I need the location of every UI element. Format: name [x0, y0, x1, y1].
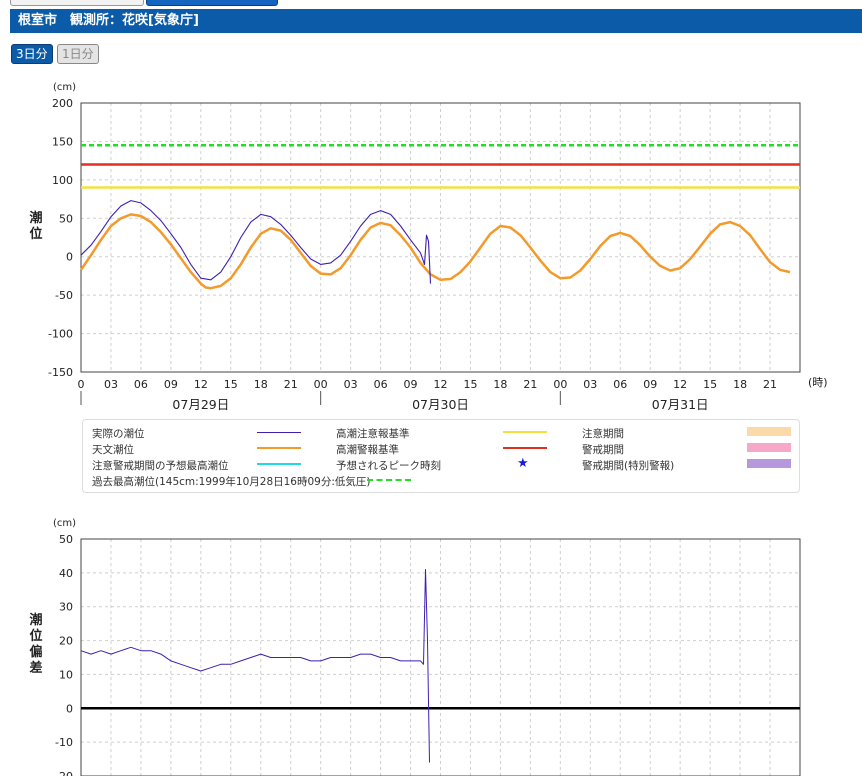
legend-astronomical-swatch [257, 447, 301, 449]
y-axis-label: 偏 [29, 644, 42, 660]
x-tick-label: 15 [224, 378, 238, 391]
y-axis-label: 位 [29, 628, 42, 644]
x-tick-label: 09 [643, 378, 657, 391]
x-tick-label: 03 [104, 378, 118, 391]
station-title-bar: 根室市 観測所：花咲[気象庁] [10, 9, 862, 33]
chart-legend: 実際の潮位 高潮注意報基準 注意期間 天文潮位 高潮警報基準 警戒期間 注意警戒… [82, 419, 800, 493]
legend-special-period: 警戒期間(特別警報) [582, 460, 675, 472]
y-tick-label: 50 [59, 212, 73, 225]
legend-caution-level-swatch [503, 431, 547, 433]
x-tick-label: 15 [703, 378, 717, 391]
day-label: 07月30日 [412, 397, 469, 412]
y-tick-label: 100 [52, 174, 73, 187]
y-axis-label: 潮 [29, 210, 42, 226]
deviation-series-line [80, 569, 430, 763]
y-tick-label: 10 [59, 668, 73, 681]
plot-frame [80, 538, 801, 776]
x-tick-label: 12 [194, 378, 208, 391]
legend-predicted-max-swatch [257, 463, 301, 465]
y-tick-label: 0 [66, 251, 73, 264]
legend-astronomical: 天文潮位 [92, 444, 134, 456]
x-tick-label: 03 [583, 378, 597, 391]
three-day-button[interactable]: 3日分 [11, 44, 53, 64]
day-label: 07月29日 [172, 397, 229, 412]
x-tick-label: 15 [463, 378, 477, 391]
legend-warning-level-swatch [503, 447, 547, 449]
legend-caution-period: 注意期間 [582, 428, 624, 440]
y-tick-label: 0 [66, 702, 73, 715]
x-tick-label: 06 [134, 378, 148, 391]
legend-special-period-swatch [747, 459, 791, 468]
x-tick-label: 09 [164, 378, 178, 391]
y-axis-label: 潮 [29, 612, 42, 628]
x-tick-label: 12 [434, 378, 448, 391]
y-tick-label: -100 [48, 328, 73, 341]
y-tick-label: -150 [48, 366, 73, 379]
y-tick-label: -20 [55, 770, 73, 776]
x-tick-label: 06 [374, 378, 388, 391]
y-tick-label: -50 [55, 289, 73, 302]
tab-button-left[interactable] [10, 0, 144, 6]
x-tick-label: 21 [284, 378, 298, 391]
y-tick-label: 50 [59, 533, 73, 546]
legend-predicted-max: 注意警戒期間の予想最高潮位 [92, 460, 229, 472]
x-tick-label: 18 [733, 378, 747, 391]
legend-peak-time: 予想されるピーク時刻 [336, 460, 441, 472]
legend-warning-period-swatch [747, 443, 791, 452]
one-day-button[interactable]: 1日分 [57, 44, 99, 64]
x-unit-label: (時) [808, 376, 828, 389]
x-tick-label: 00 [553, 378, 567, 391]
x-tick-label: 09 [404, 378, 418, 391]
x-tick-label: 03 [344, 378, 358, 391]
x-tick-label: 18 [254, 378, 268, 391]
legend-caution-period-swatch [747, 427, 791, 436]
y-unit-label: (cm) [53, 518, 76, 529]
y-tick-label: 40 [59, 567, 73, 580]
x-tick-label: 0 [78, 378, 85, 391]
legend-record: 過去最高潮位(145cm:1999年10月28日16時09分:低気圧) [92, 476, 371, 488]
y-tick-label: 200 [52, 97, 73, 110]
x-tick-label: 18 [493, 378, 507, 391]
legend-actual-swatch [257, 432, 301, 433]
astronomical-tide-line [79, 213, 791, 290]
x-tick-label: 12 [673, 378, 687, 391]
legend-actual: 実際の潮位 [92, 428, 145, 440]
y-tick-label: 20 [59, 635, 73, 648]
x-tick-label: 21 [523, 378, 537, 391]
x-tick-label: 06 [613, 378, 627, 391]
y-unit-label: (cm) [53, 82, 76, 93]
y-axis-label: 差 [29, 660, 42, 676]
x-tick-label: 21 [763, 378, 777, 391]
y-axis-label: 位 [29, 226, 42, 242]
legend-caution-level: 高潮注意報基準 [336, 428, 410, 440]
peak-star-icon: ★ [517, 456, 529, 471]
y-tick-label: 150 [52, 135, 73, 148]
actual-tide-line [80, 200, 432, 284]
legend-record-swatch [367, 479, 411, 481]
legend-warning-period: 警戒期間 [582, 444, 624, 456]
x-tick-label: 00 [314, 378, 328, 391]
legend-warning-level: 高潮警報基準 [336, 444, 399, 456]
y-tick-label: 30 [59, 601, 73, 614]
y-tick-label: -10 [55, 736, 73, 749]
plot-frame [80, 102, 801, 373]
tab-button-right[interactable] [146, 0, 278, 6]
day-label: 07月31日 [652, 397, 709, 412]
